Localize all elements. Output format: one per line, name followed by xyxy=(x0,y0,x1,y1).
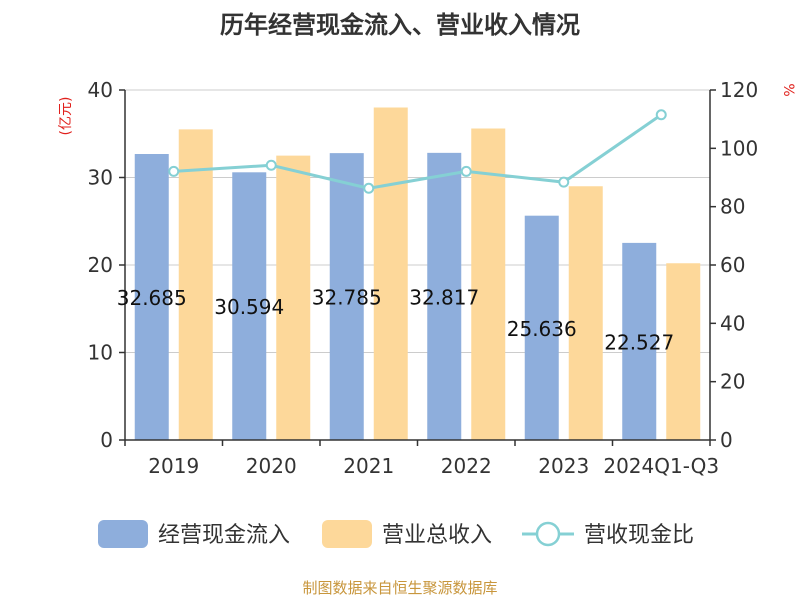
ratio-point xyxy=(460,165,472,177)
left-tick-label: 0 xyxy=(100,428,113,452)
cash-inflow-bar xyxy=(232,172,267,441)
legend-label-cash-inflow: 经营现金流入 xyxy=(158,523,290,548)
revenue-bar xyxy=(276,155,311,440)
right-tick-label: 120 xyxy=(720,78,758,102)
ratio-point xyxy=(558,176,570,188)
x-tick-label: 2022 xyxy=(441,454,492,478)
cash-inflow-bar xyxy=(622,242,657,440)
right-tick-label: 100 xyxy=(720,136,758,160)
cash-inflow-data-label: 32.785 xyxy=(312,286,382,310)
cash-inflow-data-label: 22.527 xyxy=(604,330,674,354)
legend-swatch-cash-inflow xyxy=(98,520,148,548)
cash-inflow-data-label: 32.817 xyxy=(409,285,479,309)
axis-layer: 0 10 20 30 40 0 20 40 60 80 100 120 2019 2020 2021 2022… xyxy=(88,78,759,478)
left-tick-label: 40 xyxy=(88,78,113,102)
ratio-point xyxy=(265,159,277,171)
grid-layer xyxy=(125,89,710,353)
chart-legend: 经营现金流入 营业总收入 营收现金比 xyxy=(98,520,694,548)
cash-inflow-data-label: 30.594 xyxy=(214,295,284,319)
left-tick-label: 10 xyxy=(88,341,113,365)
revenue-bar xyxy=(373,107,408,440)
revenue-bar xyxy=(178,129,213,440)
ratio-point xyxy=(363,182,375,194)
ratio-point xyxy=(168,165,180,177)
source-note: 制图数据来自恒生聚源数据库 xyxy=(302,579,497,597)
ratio-point xyxy=(655,109,667,121)
legend-label-revenue: 营业总收入 xyxy=(382,523,492,548)
right-tick-label: 80 xyxy=(720,195,745,219)
left-axis-label: (亿元) xyxy=(58,97,74,136)
x-tick-label: 2023 xyxy=(538,454,589,478)
revenue-bar xyxy=(568,186,603,440)
left-tick-label: 20 xyxy=(88,253,113,277)
right-tick-label: 60 xyxy=(720,253,745,277)
labels-layer: 32.685 30.594 32.785 32.817 25.636 22.527 xyxy=(117,285,674,354)
cash-inflow-data-label: 25.636 xyxy=(507,317,577,341)
cash-inflow-bar xyxy=(134,154,169,440)
legend-swatch-revenue xyxy=(322,520,372,548)
revenue-bar xyxy=(666,263,701,440)
ratio-line xyxy=(173,113,663,190)
x-tick-label: 2024Q1-Q3 xyxy=(603,454,719,478)
chart-title: 历年经营现金流入、营业收入情况 xyxy=(220,11,580,39)
x-tick-label: 2021 xyxy=(343,454,394,478)
x-tick-label: 2019 xyxy=(148,454,199,478)
right-tick-label: 20 xyxy=(720,370,745,394)
revenue-bar xyxy=(471,128,506,440)
legend-swatch-ratio-marker xyxy=(535,521,561,547)
cash-inflow-bar xyxy=(427,152,462,440)
right-tick-label: 0 xyxy=(720,428,733,452)
cash-inflow-data-label: 32.685 xyxy=(117,286,187,310)
line-layer xyxy=(168,109,667,194)
left-tick-label: 30 xyxy=(88,166,113,190)
right-tick-label: 40 xyxy=(720,311,745,335)
bars-layer xyxy=(134,107,701,441)
right-axis-label: % xyxy=(780,83,796,96)
legend-label-ratio: 营收现金比 xyxy=(584,523,694,548)
cash-inflow-bar xyxy=(329,153,364,440)
cash-inflow-bar xyxy=(524,215,559,440)
x-tick-label: 2020 xyxy=(246,454,297,478)
